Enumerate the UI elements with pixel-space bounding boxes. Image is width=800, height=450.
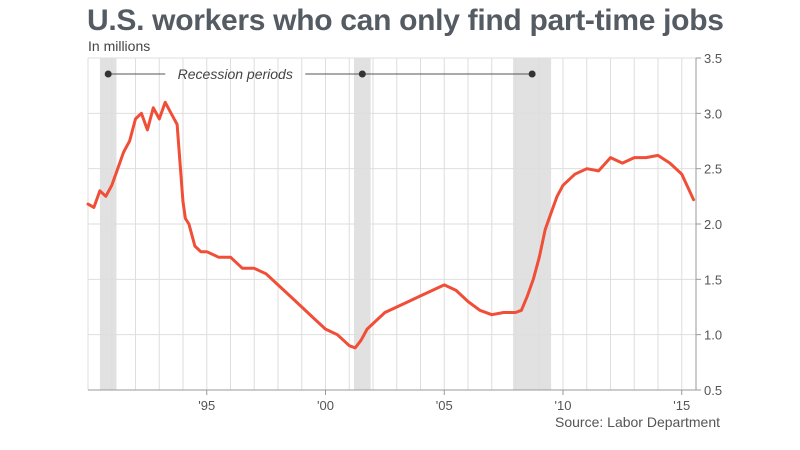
y-tick-label: 2.0 xyxy=(704,217,722,232)
recession-marker xyxy=(358,70,366,78)
recession-label: Recession periods xyxy=(178,66,293,82)
source-note: Source: Labor Department xyxy=(555,414,720,430)
chart-subtitle: In millions xyxy=(88,38,151,54)
recession-marker xyxy=(104,70,112,78)
series-layer xyxy=(86,100,696,350)
recession-annotation: Recession periods xyxy=(104,66,536,82)
recession-marker xyxy=(528,70,536,78)
x-tick-label: '00 xyxy=(317,398,334,413)
x-tick-label: '05 xyxy=(436,398,453,413)
x-tick-label: '15 xyxy=(673,398,690,413)
axes: 0.5 1.0 1.5 2.0 2.5 3.0 3.5 '95 '00 '05 '10 '15 xyxy=(88,51,722,413)
y-tick-label: 3.0 xyxy=(704,106,722,121)
y-tick-label: 1.0 xyxy=(704,328,722,343)
y-tick-label: 0.5 xyxy=(704,383,722,398)
series-line xyxy=(86,100,696,350)
x-tick-label: '10 xyxy=(555,398,572,413)
x-tick-label: '95 xyxy=(198,398,215,413)
y-tick-label: 3.5 xyxy=(704,51,722,66)
y-tick-label: 2.5 xyxy=(704,162,722,177)
chart-title: U.S. workers who can only find part-time… xyxy=(87,4,724,37)
y-tick-label: 1.5 xyxy=(704,272,722,287)
